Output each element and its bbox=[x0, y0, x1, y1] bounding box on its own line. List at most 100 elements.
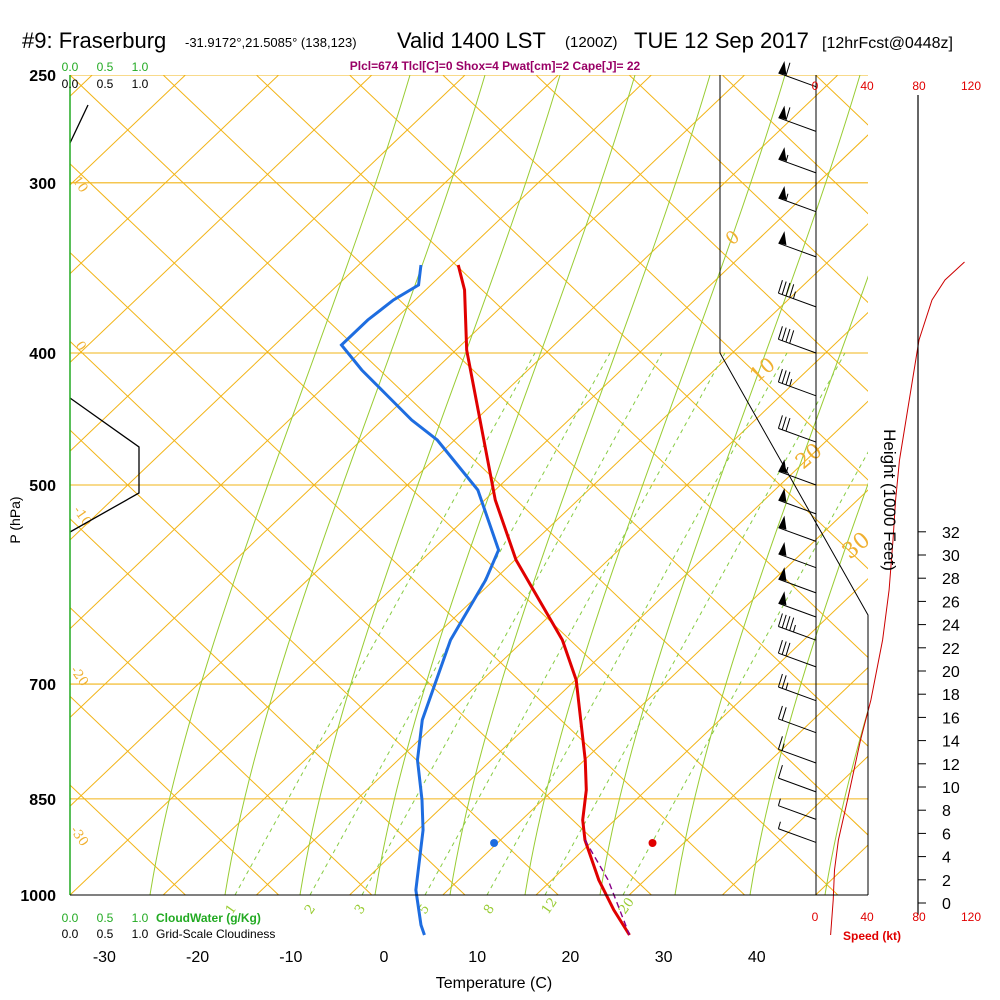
wind-barb-flag bbox=[781, 370, 787, 384]
wind-barb-shaft bbox=[778, 292, 817, 308]
wind-barb bbox=[777, 368, 817, 397]
dry-adiabat-line bbox=[535, 75, 868, 392]
moist-adiabat-curve bbox=[374, 75, 636, 895]
moist-adiabat-curve bbox=[599, 75, 861, 895]
wind-barb-shaft bbox=[778, 748, 817, 764]
temperature-tick-label: 0 bbox=[380, 949, 389, 966]
pressure-tick-label: 1000 bbox=[20, 888, 56, 905]
moist-adiabat-curve bbox=[449, 75, 711, 895]
moist-adiabat-curve bbox=[224, 75, 486, 895]
temperature-line bbox=[456, 264, 631, 936]
wind-barb-shaft bbox=[778, 578, 817, 594]
surface-dewpoint-dot bbox=[490, 839, 499, 847]
wind-barb-flag bbox=[789, 284, 795, 298]
pressure-tick-label: 250 bbox=[29, 68, 56, 85]
dry-adiabat-line bbox=[349, 75, 868, 570]
wind-barbs bbox=[777, 60, 817, 843]
wind-barb-flag bbox=[785, 371, 791, 385]
temperature-tick-label: 40 bbox=[748, 949, 766, 966]
mixing-ratio-label: 20 bbox=[616, 895, 638, 917]
wind-barb bbox=[778, 60, 817, 88]
dry-adiabat-line bbox=[70, 75, 868, 836]
dry-adiabat-line bbox=[70, 340, 652, 895]
cloudiness-tick-label-top: 0.5 bbox=[97, 77, 114, 91]
temperature-tick-label: -20 bbox=[186, 949, 209, 966]
sounding-parameters: Plcl=674 Tlcl[C]=0 Shox=4 Pwat[cm]=2 Cap… bbox=[350, 59, 641, 73]
wind-barb-pennant bbox=[778, 591, 787, 606]
moist-adiabat-curve bbox=[524, 75, 786, 895]
wind-barb bbox=[777, 673, 817, 702]
sounding-profiles bbox=[339, 261, 965, 936]
wind-barb-pennant bbox=[778, 60, 787, 75]
mixing-ratio-line bbox=[424, 352, 726, 895]
wind-barb-flag bbox=[781, 614, 787, 628]
speed-tick-label-top: 120 bbox=[961, 79, 981, 93]
height-tick-label: 18 bbox=[942, 687, 960, 704]
height-axis-label: Height (1000 Feet) bbox=[880, 429, 899, 571]
height-tick-label: 16 bbox=[942, 710, 960, 727]
wind-barb-flag bbox=[785, 282, 791, 297]
wind-barb bbox=[777, 326, 817, 354]
wind-barb-flag bbox=[777, 326, 783, 340]
dry-adiabat-line bbox=[70, 695, 279, 895]
wind-barb-flag bbox=[777, 765, 783, 779]
wind-barb-shaft bbox=[778, 777, 817, 793]
y-axis-label: P (hPa) bbox=[7, 496, 23, 543]
cloudwater-tick-label-top: 0.5 bbox=[97, 60, 114, 74]
dewpoint-line bbox=[339, 264, 501, 936]
station-title: #9: Fraserburg bbox=[22, 28, 166, 53]
dry-adiabat-line bbox=[256, 75, 868, 659]
height-tick-label: 8 bbox=[942, 803, 951, 820]
dry-adiabat-line bbox=[70, 429, 559, 895]
wind-barb-shaft bbox=[778, 626, 817, 641]
cloudiness-line-top bbox=[69, 104, 89, 144]
valid-date: TUE 12 Sep 2017 bbox=[634, 28, 809, 53]
wind-barb-half bbox=[777, 798, 781, 806]
wind-barb-shaft bbox=[778, 338, 817, 354]
upper-boundary bbox=[719, 75, 869, 895]
wind-barb-flag bbox=[785, 417, 791, 432]
cloudiness-line bbox=[69, 397, 140, 533]
cloudiness-label: Grid-Scale Cloudiness bbox=[156, 927, 275, 941]
isotherm-label: 10 bbox=[69, 174, 91, 196]
wind-barb bbox=[778, 185, 817, 213]
moist-adiabat-curve bbox=[149, 75, 411, 895]
wind-barb-shaft bbox=[778, 828, 817, 843]
wind-barb-half bbox=[785, 193, 789, 201]
wind-barb-flag bbox=[781, 707, 787, 721]
dry-adiabat-line bbox=[70, 251, 745, 895]
parcel-line bbox=[584, 839, 631, 936]
height-tick-label: 12 bbox=[942, 757, 960, 774]
wind-barb-shaft bbox=[778, 381, 817, 397]
wind-barb bbox=[778, 105, 817, 132]
surface-temperature-dot bbox=[648, 839, 657, 847]
valid-zulu: (1200Z) bbox=[565, 34, 618, 51]
height-tick-label: 24 bbox=[942, 618, 960, 635]
wind-barb-flag bbox=[789, 330, 795, 344]
height-tick-label: 2 bbox=[942, 873, 951, 890]
isotherm-label: 0 bbox=[72, 339, 89, 354]
cloudiness-tick-label-bottom: 0.0 bbox=[62, 927, 79, 941]
wind-barb-flag bbox=[781, 281, 787, 295]
speed-tick-label-bottom: 0 bbox=[812, 910, 819, 924]
wind-barb-shaft bbox=[778, 427, 817, 443]
wind-speed-line bbox=[830, 261, 965, 936]
speed-tick-label-bottom: 120 bbox=[961, 910, 981, 924]
wind-barb-shaft bbox=[778, 527, 817, 542]
dry-adiabat-line bbox=[442, 75, 868, 481]
dry-adiabat-line bbox=[162, 75, 868, 747]
wind-barb-shaft bbox=[778, 805, 817, 820]
wind-barb-shaft bbox=[778, 117, 817, 132]
mixing-ratio-label: 2 bbox=[302, 902, 319, 917]
wind-barb bbox=[777, 613, 817, 641]
temperature-tick-label: 30 bbox=[655, 949, 673, 966]
mixing-ratio-line bbox=[234, 352, 536, 895]
moist-adiabat-curve bbox=[299, 75, 561, 895]
wind-barb-flag bbox=[777, 368, 783, 383]
mixing-ratio-line bbox=[486, 352, 788, 895]
wind-barb bbox=[777, 736, 817, 764]
cloudiness-tick-label-top: 1.0 bbox=[132, 77, 149, 91]
wind-barb bbox=[777, 705, 817, 734]
height-tick-label: 22 bbox=[942, 641, 960, 658]
